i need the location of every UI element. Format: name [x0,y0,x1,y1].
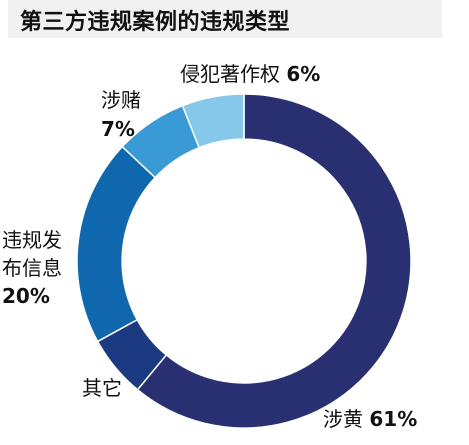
label-yellow: 涉黄 61% [323,407,417,432]
label-violation: 违规发 布信息 20% [2,226,92,310]
label-violation-line2: 布信息 [2,256,62,280]
label-gambling-percent: 7% [101,117,135,141]
label-copyright-name: 侵犯著作权 [180,62,280,86]
label-yellow-percent: 61% [369,407,418,431]
label-violation-line1: 违规发 [2,228,62,252]
label-violation-percent: 20% [2,284,50,308]
label-gambling-name: 涉赌 [101,88,141,112]
donut-segments [76,93,412,429]
label-yellow-name: 涉黄 [323,407,363,431]
label-other-name: 其它 [82,376,122,400]
donut-slice-yellow [136,93,412,429]
title-bar: 第三方违规案例的违规类型 [8,0,442,38]
label-copyright: 侵犯著作权 6% [180,62,320,87]
label-copyright-percent: 6% [286,62,321,86]
donut-slice-copyright [181,93,245,149]
chart-title: 第三方违规案例的违规类型 [20,10,291,35]
label-gambling: 涉赌 7% [101,86,161,144]
label-other: 其它 [82,376,122,401]
